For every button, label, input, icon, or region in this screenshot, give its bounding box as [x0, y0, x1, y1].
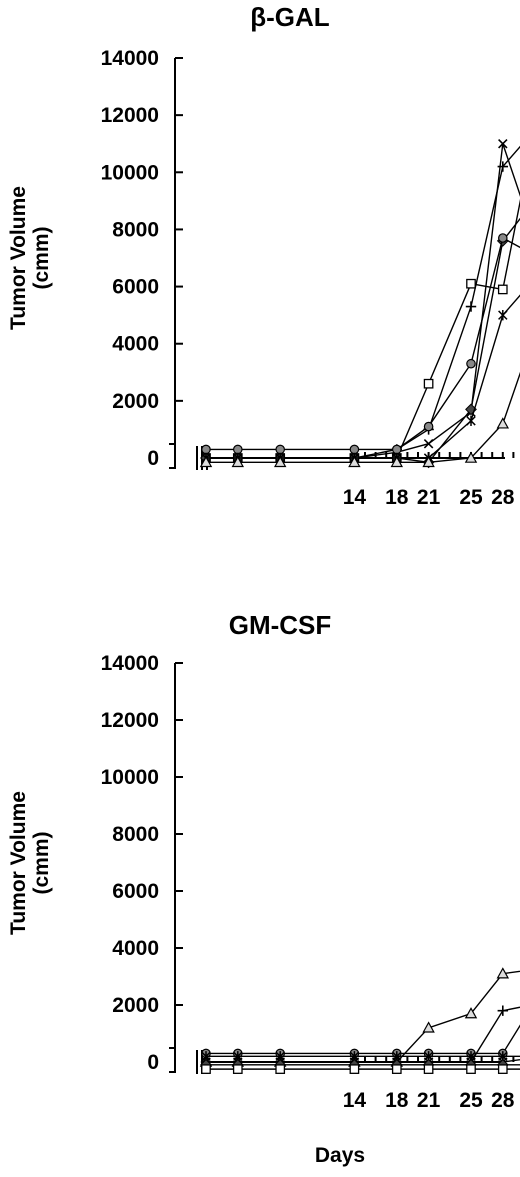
y-tick-label: 0 — [147, 1051, 159, 1074]
y-tick-label: 8000 — [112, 823, 159, 846]
marker-circle — [391, 444, 402, 455]
marker-triangle — [464, 451, 478, 463]
marker-circle — [349, 444, 360, 455]
marker-triangle — [464, 1007, 478, 1019]
x-tick-label: 14 — [343, 486, 367, 509]
y-tick-labels: 0 2000 4000 6000 8000 10000 12000 14000 — [101, 652, 159, 1074]
marker-triangle — [496, 417, 510, 429]
x-tick-labels: 14182125283235 — [343, 1089, 515, 1112]
x-tick-labels: 14182125283235 — [343, 486, 515, 509]
marker-triangle — [348, 455, 361, 468]
y-tick-label: 8000 — [112, 218, 159, 241]
marker-triangle — [199, 455, 213, 468]
marker-circle — [497, 233, 508, 243]
series-asterisk — [201, 1051, 520, 1062]
series-group — [199, 138, 520, 469]
y-tick-label: 14000 — [101, 652, 159, 675]
y-tick-label: 2000 — [112, 994, 159, 1017]
marker-x — [423, 438, 434, 449]
marker-square — [466, 278, 476, 289]
y-axis-label-line1: Tumor Volume — [7, 186, 30, 330]
x-tick-label: 25 — [459, 486, 483, 509]
series-diamond — [200, 217, 520, 469]
marker-triangle — [422, 1021, 435, 1033]
marker-x — [498, 138, 508, 149]
y-tick-label: 10000 — [101, 161, 159, 184]
y-axis-label-line2: (cmm) — [30, 226, 53, 289]
marker-triangle — [390, 455, 404, 468]
series-triangle — [199, 967, 520, 1067]
y-axis-zero-bracket — [169, 1047, 176, 1073]
marker-asterisk — [498, 309, 508, 321]
marker-square — [349, 1064, 360, 1074]
marker-square — [423, 378, 434, 389]
series-line — [206, 371, 520, 463]
marker-plus — [497, 161, 508, 172]
y-axis-label-line2: (cmm) — [30, 831, 53, 894]
x-tick-label: 18 — [385, 1089, 409, 1112]
marker-circle — [233, 444, 243, 455]
marker-plus — [497, 1005, 508, 1016]
y-tick-label: 14000 — [101, 47, 159, 70]
y-axis-zero-bracket — [169, 443, 176, 469]
series-line — [206, 1058, 520, 1063]
marker-square — [391, 1064, 402, 1074]
y-tick-label: 4000 — [112, 333, 159, 356]
x-tick-label: 28 — [491, 1089, 515, 1112]
series-line — [206, 1024, 520, 1055]
marker-circle — [466, 358, 476, 369]
series-line — [206, 217, 520, 464]
y-tick-label: 0 — [147, 447, 159, 470]
marker-square — [232, 1064, 243, 1074]
x-tick-label: 14 — [343, 1089, 367, 1112]
marker-square — [423, 1064, 434, 1074]
y-tick-label: 2000 — [112, 390, 159, 413]
y-tick-label: 6000 — [112, 880, 159, 903]
y-tick-label: 6000 — [112, 276, 159, 299]
marker-asterisk — [466, 415, 476, 427]
marker-circle — [275, 444, 285, 455]
series-square — [201, 1064, 520, 1074]
marker-square — [201, 1064, 211, 1074]
marker-plus — [465, 301, 477, 312]
y-tick-label: 4000 — [112, 937, 159, 960]
marker-triangle — [422, 455, 435, 468]
series-circle — [201, 1024, 520, 1059]
marker-square — [497, 1064, 508, 1074]
y-tick-label: 12000 — [101, 104, 159, 127]
x-tick-label: 21 — [417, 1089, 441, 1112]
marker-square — [497, 284, 508, 295]
x-axis-label: Days — [315, 1144, 365, 1167]
x-tick-label: 21 — [417, 486, 441, 509]
series-triangle — [199, 371, 520, 468]
marker-triangle — [496, 967, 510, 979]
series-line — [206, 236, 520, 451]
chart-gm-csf: GM-CSF Tumor Volume (cmm) 0 2000 4000 6000 8… — [7, 610, 520, 1167]
y-axis-label-line1: Tumor Volume — [7, 791, 30, 935]
series-line — [206, 970, 520, 1063]
marker-triangle — [231, 455, 245, 468]
chart-beta-gal: β-GAL Tumor Volume (cmm) 0 2000 4000 6000 80… — [7, 2, 520, 509]
marker-square — [275, 1064, 286, 1074]
chart-title: β-GAL — [250, 2, 330, 32]
marker-circle — [201, 444, 211, 455]
series-circle — [201, 233, 520, 455]
axes — [169, 662, 515, 1074]
series-group — [199, 967, 520, 1074]
marker-square — [466, 1064, 476, 1074]
chart-title: GM-CSF — [229, 610, 332, 640]
x-tick-label: 18 — [385, 486, 409, 509]
x-tick-label: 25 — [459, 1089, 483, 1112]
y-tick-label: 10000 — [101, 766, 159, 789]
y-tick-label: 12000 — [101, 709, 159, 732]
y-tick-labels: 0 2000 4000 6000 8000 10000 12000 14000 — [101, 47, 159, 470]
x-tick-label: 28 — [491, 486, 515, 509]
marker-circle — [423, 421, 434, 432]
marker-triangle — [273, 455, 287, 468]
